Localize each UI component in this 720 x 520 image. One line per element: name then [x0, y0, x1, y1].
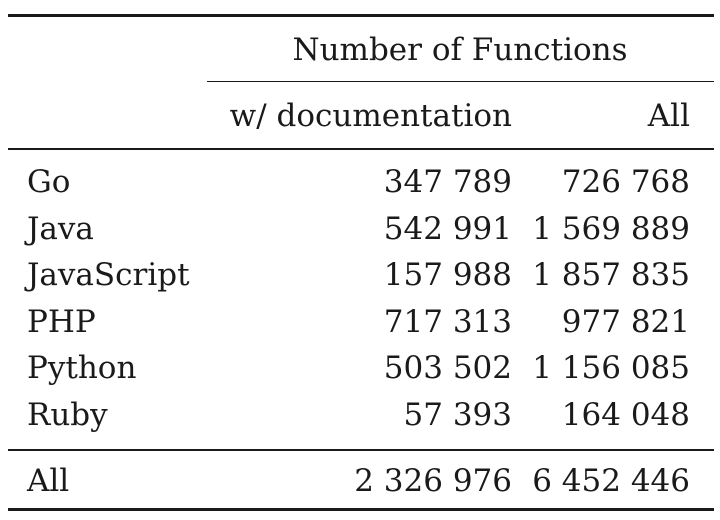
row-label: Java [27, 211, 94, 247]
total-row-documented: 2 326 976 [354, 463, 512, 499]
row-documented: 717 313 [383, 304, 512, 340]
column-header-documented: w/ documentation [229, 98, 512, 134]
total-rule [8, 449, 714, 451]
row-documented: 347 789 [383, 164, 512, 200]
header-bottom-rule [8, 148, 714, 150]
row-label: Ruby [27, 397, 108, 433]
row-label: Python [27, 350, 137, 386]
row-all: 726 768 [561, 164, 690, 200]
row-all: 1 569 889 [532, 211, 690, 247]
row-documented: 503 502 [383, 350, 512, 386]
total-row-label: All [27, 463, 70, 499]
group-header-rule [207, 81, 714, 82]
row-documented: 542 991 [383, 211, 512, 247]
column-header-all: All [647, 98, 690, 134]
row-all: 1 156 085 [532, 350, 690, 386]
row-label: JavaScript [27, 257, 190, 293]
total-row-all: 6 452 446 [532, 463, 690, 499]
row-documented: 57 393 [403, 397, 512, 433]
row-all: 977 821 [561, 304, 690, 340]
row-all: 164 048 [561, 397, 690, 433]
bottom-rule [8, 508, 714, 511]
row-label: Go [27, 164, 71, 200]
group-header: Number of Functions [292, 32, 628, 68]
row-label: PHP [27, 304, 96, 340]
top-rule [8, 14, 714, 17]
row-documented: 157 988 [383, 257, 512, 293]
row-all: 1 857 835 [532, 257, 690, 293]
